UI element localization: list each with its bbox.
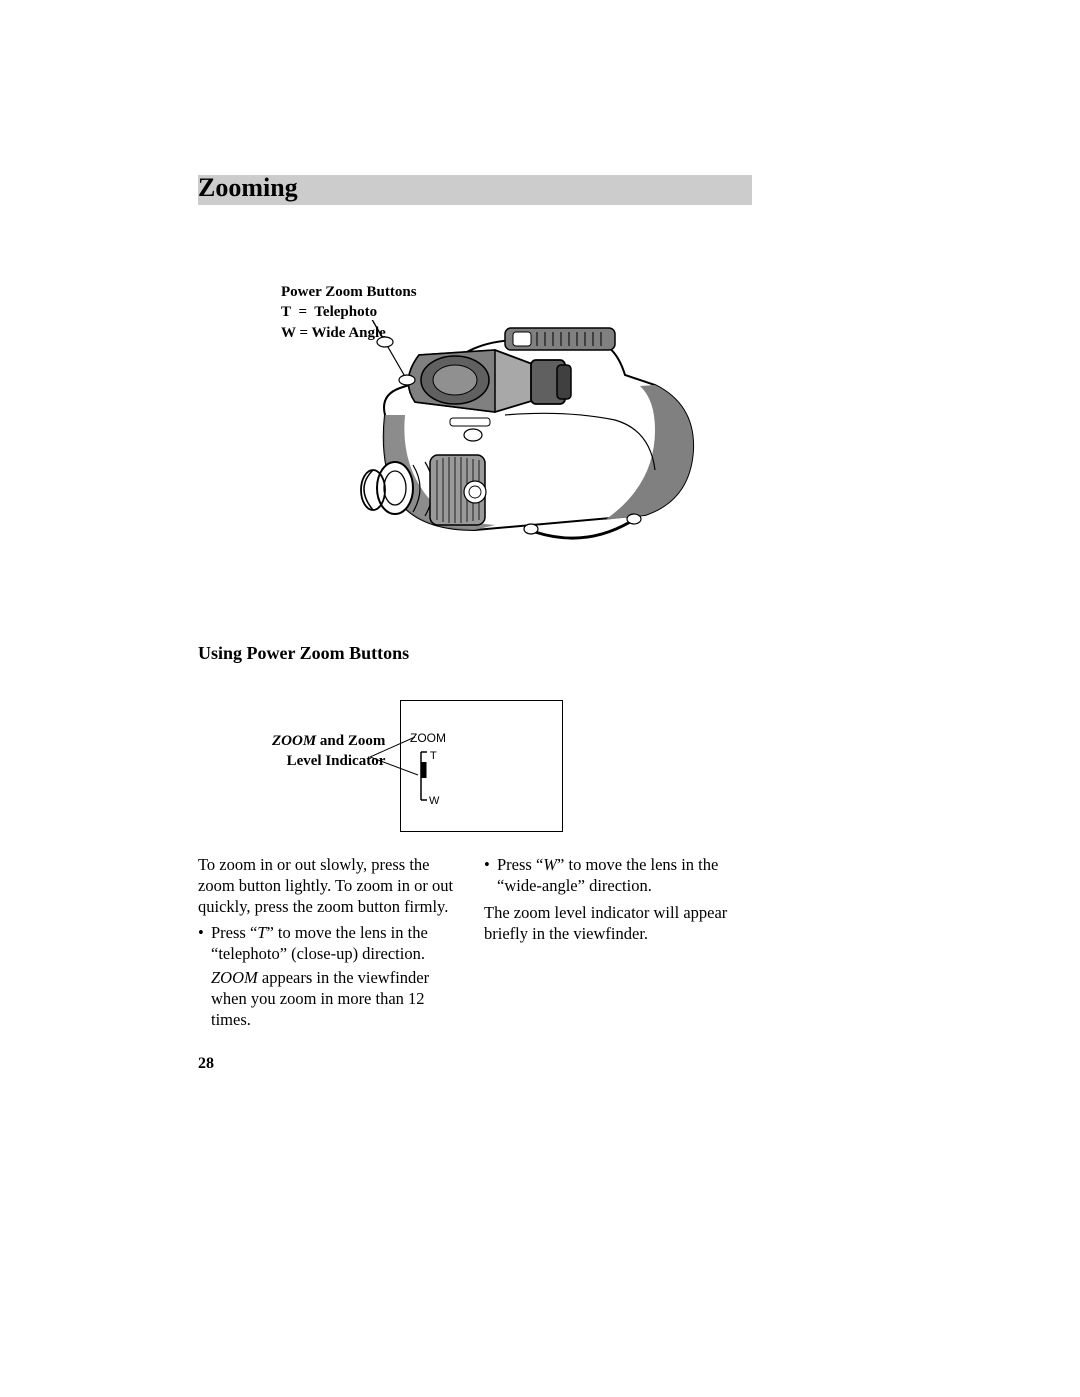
callout-italic: ZOOM bbox=[272, 733, 316, 749]
bullet-subtext: ZOOM appears in the viewfinder when you … bbox=[198, 967, 460, 1030]
callout-line: Power Zoom Buttons bbox=[281, 282, 417, 302]
bullet-marker: • bbox=[484, 854, 497, 896]
viewfinder-callout: ZOOM and Zoom Level Indicator bbox=[272, 731, 385, 772]
leader-lines-icon bbox=[370, 735, 430, 805]
sub-heading: Using Power Zoom Buttons bbox=[198, 643, 409, 664]
text-italic: ZOOM bbox=[211, 968, 258, 987]
body-paragraph: The zoom level indicator will appear bri… bbox=[484, 902, 746, 944]
bullet-item: • Press “W” to move the lens in the “wid… bbox=[484, 854, 746, 896]
bullet-text: Press “W” to move the lens in the “wide-… bbox=[497, 854, 746, 896]
bullet-marker: • bbox=[198, 922, 211, 964]
bullet-text: Press “T” to move the lens in the “telep… bbox=[211, 922, 460, 964]
page-number: 28 bbox=[198, 1055, 214, 1073]
manual-page: Zooming Power Zoom Buttons T = Telephoto… bbox=[0, 0, 1080, 1397]
camcorder-illustration bbox=[355, 320, 725, 550]
text-italic: W bbox=[543, 855, 557, 874]
body-column-left: To zoom in or out slowly, press the zoom… bbox=[198, 854, 460, 1030]
body-paragraph: To zoom in or out slowly, press the zoom… bbox=[198, 854, 460, 917]
text: Press “ bbox=[211, 923, 257, 942]
section-title: Zooming bbox=[198, 173, 298, 203]
svg-text:W: W bbox=[429, 795, 440, 807]
body-column-right: • Press “W” to move the lens in the “wid… bbox=[484, 854, 746, 944]
bullet-item: • Press “T” to move the lens in the “tel… bbox=[198, 922, 460, 964]
svg-text:T: T bbox=[430, 750, 437, 762]
text: Press “ bbox=[497, 855, 543, 874]
camcorder-icon bbox=[355, 320, 725, 550]
